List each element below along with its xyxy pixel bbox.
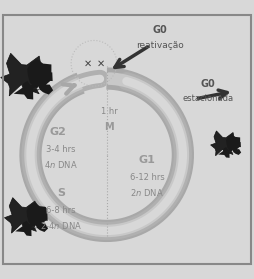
Polygon shape (211, 131, 236, 156)
Text: ✕: ✕ (84, 58, 92, 68)
Polygon shape (4, 198, 41, 233)
Text: ✕: ✕ (96, 58, 104, 68)
Text: S: S (57, 188, 65, 198)
Text: 2$n$ DNA: 2$n$ DNA (131, 187, 164, 198)
Text: reativação: reativação (136, 41, 184, 50)
Text: 1 hr: 1 hr (101, 107, 118, 116)
Text: 2-4$n$ DNA: 2-4$n$ DNA (40, 220, 82, 231)
Polygon shape (14, 81, 40, 100)
Polygon shape (1, 53, 45, 96)
Polygon shape (230, 145, 241, 155)
Text: 6-12 hrs: 6-12 hrs (130, 173, 165, 182)
Text: estacionada: estacionada (183, 94, 234, 103)
Text: G0: G0 (153, 25, 167, 35)
Text: M: M (104, 122, 114, 132)
Polygon shape (218, 147, 234, 158)
Text: 6-8 hrs: 6-8 hrs (46, 206, 76, 215)
Text: G2: G2 (50, 127, 67, 137)
Polygon shape (15, 221, 37, 236)
Text: G1: G1 (139, 155, 156, 165)
Text: 4$n$ DNA: 4$n$ DNA (44, 159, 78, 170)
Polygon shape (226, 134, 241, 152)
Polygon shape (33, 217, 48, 232)
Polygon shape (27, 59, 53, 89)
Text: 3-4 hrs: 3-4 hrs (46, 145, 76, 154)
Polygon shape (34, 77, 53, 95)
Text: G0: G0 (201, 79, 216, 89)
Polygon shape (26, 203, 48, 227)
